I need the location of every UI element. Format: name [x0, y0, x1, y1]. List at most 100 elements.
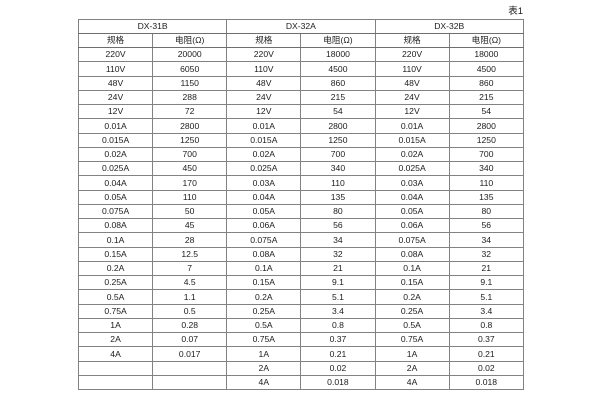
spec-cell: 0.075A — [374, 232, 450, 248]
spec-cell: 48V — [77, 75, 154, 91]
spec-cell: 0.06A — [374, 217, 450, 234]
resistance-cell: 54 — [448, 103, 525, 120]
resistance-cell: 0.018 — [448, 374, 525, 391]
table-row: 0.025A 450 0.025A 340 0.025A 340 — [77, 160, 525, 177]
resistance-cell: 72 — [152, 103, 228, 120]
table-row: 0.04A 170 0.03A 110 0.03A 110 — [77, 175, 525, 191]
resistance-cell: 4500 — [300, 61, 376, 77]
spec-cell: 0.025A — [226, 160, 302, 177]
spec-cell: 0.015A — [226, 132, 302, 148]
resistance-cell: 700 — [448, 146, 525, 163]
spec-cell: 0.75A — [77, 303, 154, 319]
resistance-cell: 4500 — [448, 61, 525, 77]
spec-cell: 0.06A — [226, 217, 302, 234]
resistance-cell: 2800 — [300, 118, 376, 134]
spec-cell: 2A — [374, 360, 450, 376]
spec-cell: 0.5A — [77, 289, 154, 305]
resistance-cell: 12.5 — [152, 246, 228, 262]
spec-cell: 0.1A — [374, 260, 450, 277]
resistance-cell: 32 — [300, 246, 376, 262]
spec-cell: 1A — [374, 346, 450, 362]
spec-cell: 0.2A — [226, 289, 302, 305]
table-row: 0.075A 50 0.05A 80 0.05A 80 — [77, 203, 525, 220]
spec-cell: 0.01A — [374, 118, 450, 134]
spec-cell — [77, 360, 154, 376]
resistance-cell: 0.02 — [448, 360, 525, 376]
resistance-cell — [152, 360, 228, 376]
spec-cell: 12V — [226, 103, 302, 120]
resistance-cell: 80 — [448, 203, 525, 220]
resistance-cell: 860 — [448, 75, 525, 91]
resistance-cell: 34 — [300, 232, 376, 248]
spec-cell: 0.25A — [77, 274, 154, 291]
table-row: 2A 0.02 2A 0.02 — [77, 360, 525, 376]
spec-cell: 4A — [374, 374, 450, 391]
spec-cell: 0.15A — [226, 274, 302, 291]
table-row: 0.25A 4.5 0.15A 9.1 0.15A 9.1 — [77, 274, 525, 291]
spec-cell: 0.03A — [374, 175, 450, 191]
resistance-cell: 1250 — [152, 132, 228, 148]
resistance-cell: 700 — [152, 146, 228, 163]
table-row: 12V 72 12V 54 12V 54 — [77, 103, 525, 120]
table-row: 2A 0.07 0.75A 0.37 0.75A 0.37 — [77, 331, 525, 348]
resistance-cell: 450 — [152, 160, 228, 177]
table-row: 4A 0.017 1A 0.21 1A 0.21 — [77, 346, 525, 362]
resistance-cell: 18000 — [448, 46, 525, 63]
column-header-resistance: 电阻(Ω) — [152, 33, 228, 48]
spec-cell: 0.05A — [226, 203, 302, 220]
resistance-cell: 0.02 — [300, 360, 376, 376]
table-row: 0.75A 0.5 0.25A 3.4 0.25A 3.4 — [77, 303, 525, 319]
spec-cell: 0.04A — [77, 175, 154, 191]
resistance-cell: 6050 — [152, 61, 228, 77]
spec-cell: 0.15A — [374, 274, 450, 291]
spec-cell: 12V — [77, 103, 154, 120]
spec-cell: 220V — [374, 46, 450, 63]
resistance-cell: 215 — [448, 89, 525, 106]
column-header-resistance: 电阻(Ω) — [300, 33, 376, 48]
group-header-dx32b: DX-32B — [374, 19, 524, 34]
spec-cell: 0.75A — [374, 331, 450, 348]
column-header-spec: 规格 — [226, 33, 302, 48]
spec-cell: 220V — [226, 46, 302, 63]
spec-cell: 2A — [77, 331, 154, 348]
spec-cell: 0.5A — [226, 317, 302, 334]
spec-cell — [77, 374, 154, 391]
resistance-cell: 215 — [300, 89, 376, 106]
spec-cell: 1A — [226, 346, 302, 362]
resistance-cell: 4.5 — [152, 274, 228, 291]
spec-cell: 0.075A — [226, 232, 302, 248]
resistance-cell: 0.018 — [300, 374, 376, 391]
spec-cell: 0.015A — [374, 132, 450, 148]
column-header-spec: 规格 — [374, 33, 450, 48]
table-row: 1A 0.28 0.5A 0.8 0.5A 0.8 — [77, 317, 525, 334]
resistance-cell: 0.07 — [152, 331, 228, 348]
spec-cell: 0.04A — [226, 189, 302, 205]
spec-cell: 0.1A — [77, 232, 154, 248]
resistance-cell: 1250 — [448, 132, 525, 148]
resistance-cell: 700 — [300, 146, 376, 163]
spec-cell: 12V — [374, 103, 450, 120]
resistance-cell: 170 — [152, 175, 228, 191]
resistance-cell: 1250 — [300, 132, 376, 148]
spec-cell: 0.02A — [77, 146, 154, 163]
resistance-cell: 80 — [300, 203, 376, 220]
resistance-cell: 0.8 — [300, 317, 376, 334]
resistance-cell: 45 — [152, 217, 228, 234]
resistance-cell: 0.21 — [300, 346, 376, 362]
spec-cell: 1A — [77, 317, 154, 334]
resistance-cell: 28 — [152, 232, 228, 248]
table-row: 0.02A 700 0.02A 700 0.02A 700 — [77, 146, 525, 163]
resistance-cell: 0.37 — [300, 331, 376, 348]
resistance-cell: 110 — [152, 189, 228, 205]
resistance-cell: 0.8 — [448, 317, 525, 334]
spec-cell: 0.015A — [77, 132, 154, 148]
spec-cell: 0.08A — [77, 217, 154, 234]
resistance-cell: 288 — [152, 89, 228, 106]
table-row: 0.015A 1250 0.015A 1250 0.015A 1250 — [77, 132, 525, 148]
resistance-cell — [152, 374, 228, 391]
column-header-spec: 规格 — [77, 33, 154, 48]
resistance-cell: 0.21 — [448, 346, 525, 362]
spec-cell: 0.025A — [374, 160, 450, 177]
spec-cell: 4A — [226, 374, 302, 391]
column-header-resistance: 电阻(Ω) — [448, 33, 525, 48]
